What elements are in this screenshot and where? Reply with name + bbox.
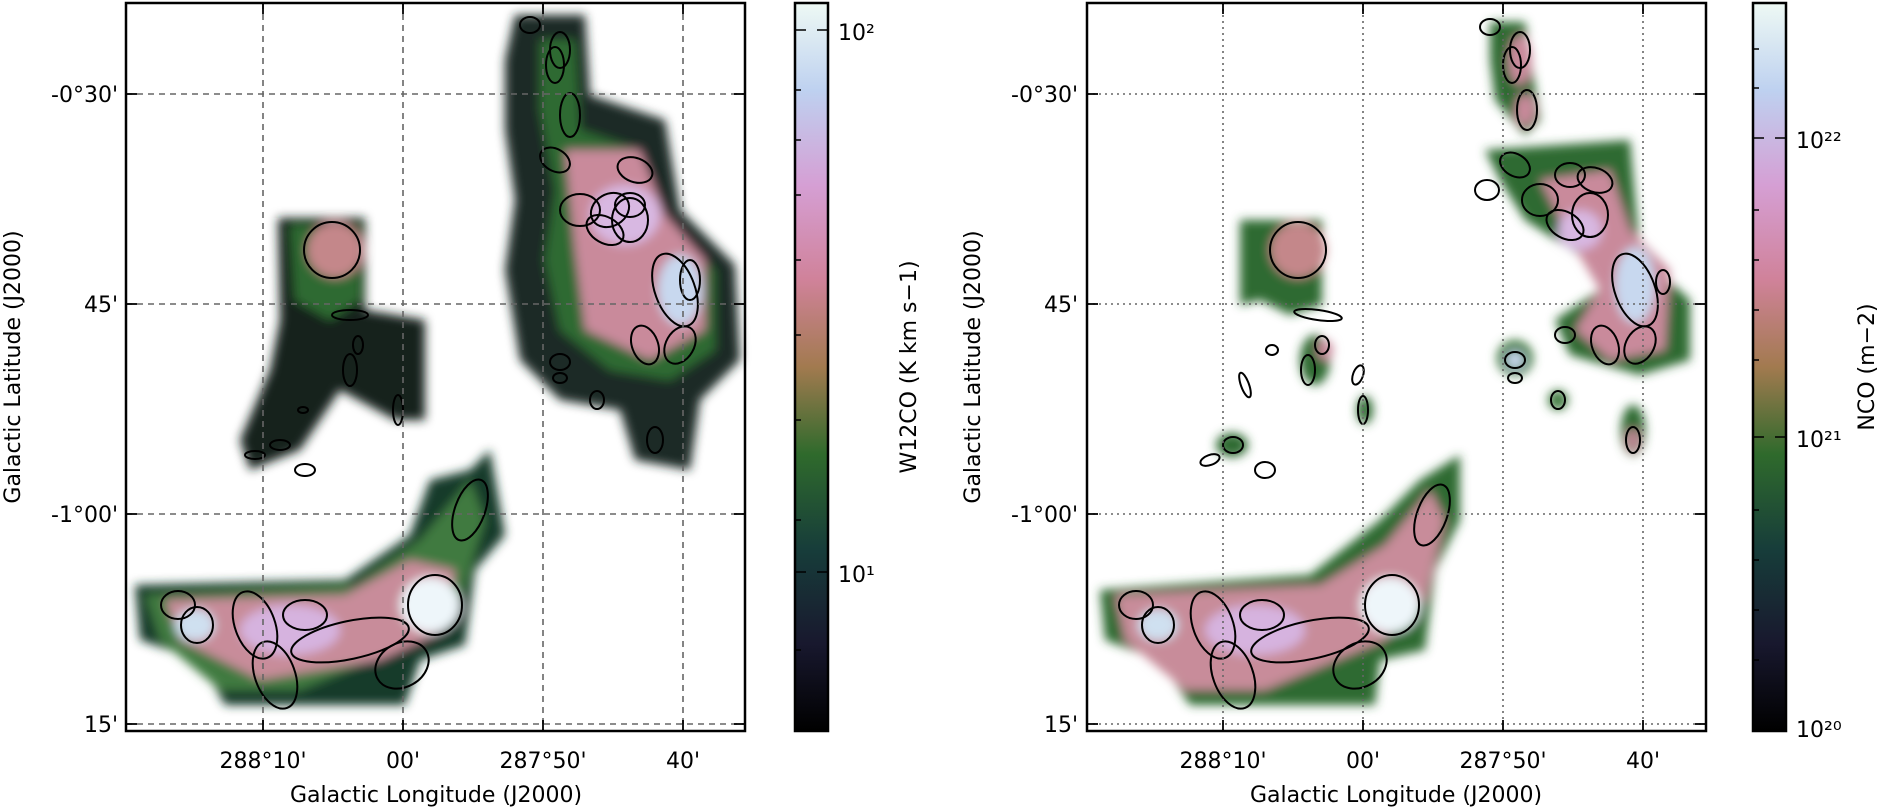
left-ticks xyxy=(126,3,745,731)
left-x-tick-label: 40' xyxy=(666,749,700,774)
left-y-axis-label: Galactic Latitude (J2000) xyxy=(1,230,26,503)
right-y-tick-label: -0°30' xyxy=(1011,83,1078,108)
right-y-tick-label: 45' xyxy=(1044,293,1078,318)
right-plot-frame xyxy=(1085,1,1708,733)
right-y-tick-label: -1°00' xyxy=(1011,503,1078,528)
left-colorbar-tick-label: 10² xyxy=(838,21,875,46)
right-clump-ellipses xyxy=(1118,18,1671,710)
left-y-tick-label: -1°00' xyxy=(51,503,118,528)
left-x-tick-label: 00' xyxy=(386,749,420,774)
left-y-tick-labels: -0°30' 45' -1°00' 15' xyxy=(51,83,118,738)
right-y-tick-label: 15' xyxy=(1044,713,1078,738)
right-panel: 288°10' 00' 287°50' 40' -0°30' 45' -1°00… xyxy=(961,1,1880,808)
right-x-tick-label: 288°10' xyxy=(1179,749,1266,774)
right-grid xyxy=(1087,3,1706,731)
left-y-tick-label: -0°30' xyxy=(51,83,118,108)
right-ticks xyxy=(1087,3,1706,731)
right-x-tick-labels: 288°10' 00' 287°50' 40' xyxy=(1179,749,1660,774)
right-y-axis-label: Galactic Latitude (J2000) xyxy=(961,230,986,503)
right-colorbar-tick-label: 10²² xyxy=(1796,129,1842,154)
right-colorbar-tick-label: 10²⁰ xyxy=(1796,718,1842,743)
right-colorbar-tick-label: 10²¹ xyxy=(1796,428,1842,453)
left-x-tick-labels: 288°10' 00' 287°50' 40' xyxy=(219,749,700,774)
right-x-tick-label: 40' xyxy=(1626,749,1660,774)
right-colorbar: 10²² 10²¹ 10²⁰ NCO (m−2) xyxy=(1751,1,1880,743)
left-x-tick-label: 288°10' xyxy=(219,749,306,774)
right-x-tick-label: 287°50' xyxy=(1459,749,1546,774)
left-grid xyxy=(126,3,745,731)
right-y-tick-labels: -0°30' 45' -1°00' 15' xyxy=(1011,83,1078,738)
left-plot-frame xyxy=(124,1,747,733)
right-x-axis-label: Galactic Longitude (J2000) xyxy=(1250,783,1542,808)
left-x-tick-label: 287°50' xyxy=(499,749,586,774)
left-y-tick-label: 45' xyxy=(84,293,118,318)
left-x-axis-label: Galactic Longitude (J2000) xyxy=(290,783,582,808)
left-colorbar: 10² 10¹ W12CO (K km s−1) xyxy=(793,1,922,733)
right-colorbar-label: NCO (m−2) xyxy=(1855,303,1880,430)
left-y-tick-label: 15' xyxy=(84,713,118,738)
right-x-tick-label: 00' xyxy=(1346,749,1380,774)
left-panel: 288°10' 00' 287°50' 40' -0°30' 45' -1°00… xyxy=(1,1,922,808)
left-heatmap xyxy=(135,15,740,705)
right-heatmap xyxy=(1100,22,1690,705)
left-colorbar-label: W12CO (K km s−1) xyxy=(897,260,922,473)
left-colorbar-tick-label: 10¹ xyxy=(838,563,875,588)
